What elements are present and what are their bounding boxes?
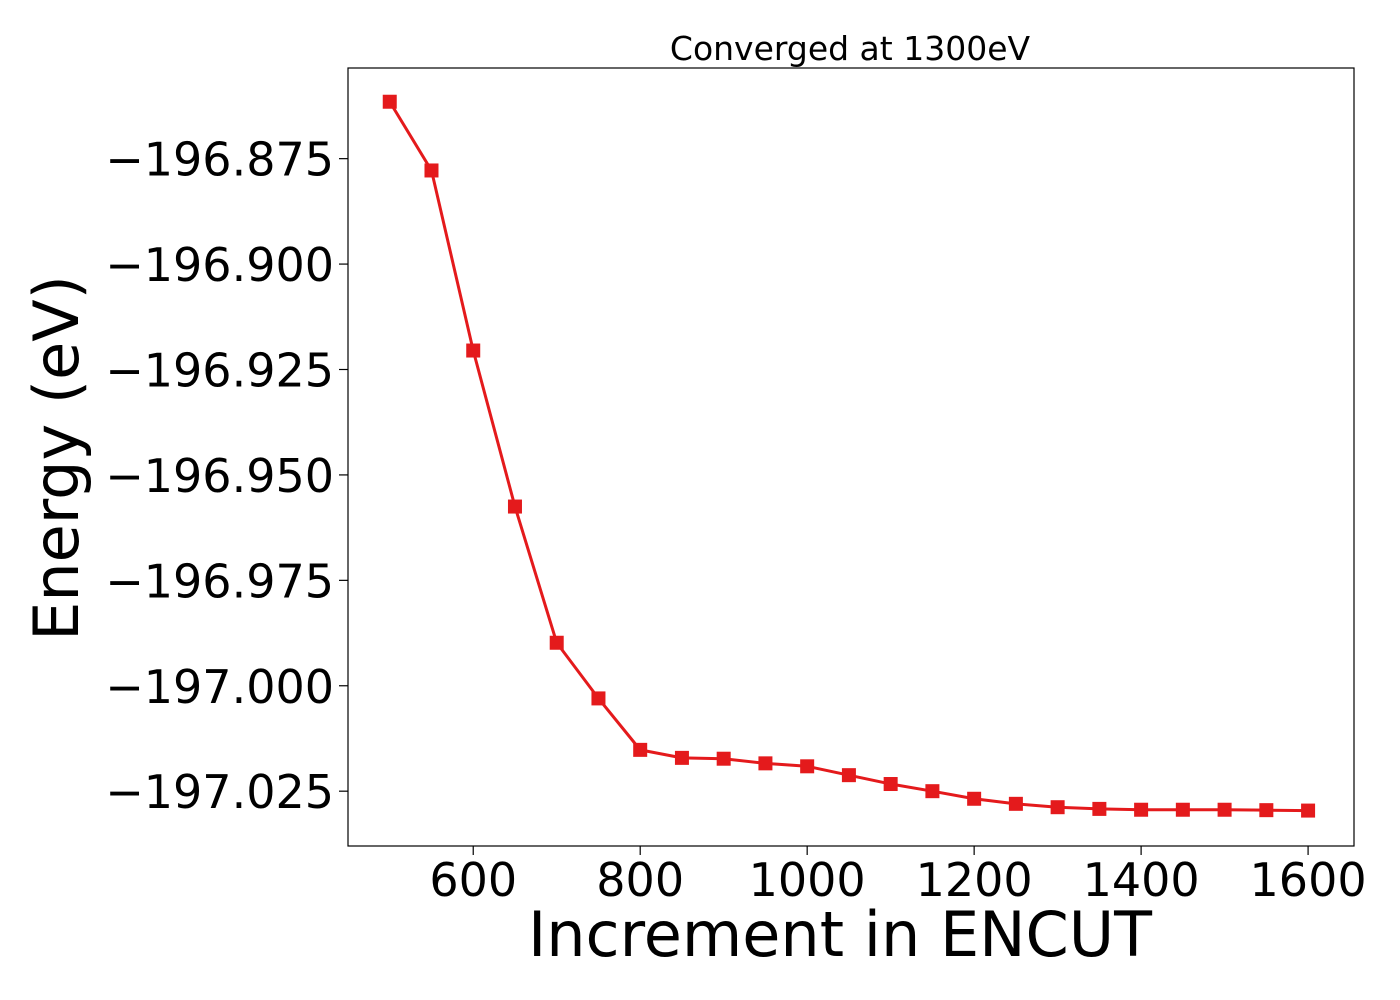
data-point-marker xyxy=(1301,803,1316,818)
y-tick-label: −196.925 xyxy=(105,344,334,398)
data-point-marker xyxy=(967,791,982,806)
x-axis-label: Increment in ENCUT xyxy=(528,898,1153,971)
x-tick-label: 800 xyxy=(596,853,684,907)
y-tick-label: −196.975 xyxy=(105,554,334,608)
x-tick-label: 1200 xyxy=(916,853,1033,907)
plot-area-group: 600 800 1000 1200 1400 1600 −196.875 −196.900 −1… xyxy=(105,67,1367,907)
data-point-marker xyxy=(591,691,606,706)
data-point-marker xyxy=(716,751,731,766)
data-point-marker xyxy=(633,742,648,757)
x-tick-label: 1000 xyxy=(749,853,866,907)
data-point-marker xyxy=(674,750,689,765)
data-point-marker xyxy=(424,163,439,178)
data-point-marker xyxy=(800,759,815,774)
data-point-marker xyxy=(883,777,898,792)
data-point-marker xyxy=(382,94,397,109)
x-tick-label: 1400 xyxy=(1083,853,1200,907)
chart-title: Converged at 1300eV xyxy=(670,29,1031,68)
data-point-marker xyxy=(1008,796,1023,811)
x-tick-label: 1600 xyxy=(1250,853,1367,907)
data-point-marker xyxy=(758,756,773,771)
data-point-marker xyxy=(841,768,856,783)
data-point-marker xyxy=(466,343,481,358)
data-point-marker xyxy=(1050,800,1065,815)
data-point-marker xyxy=(507,499,522,514)
y-tick-label: −196.875 xyxy=(105,133,334,187)
y-tick-label: −196.950 xyxy=(105,449,334,503)
data-point-marker xyxy=(549,635,564,650)
y-tick-label: −197.000 xyxy=(105,660,334,714)
series-line xyxy=(388,100,1309,813)
x-tick-label: 600 xyxy=(429,853,517,907)
data-point-marker xyxy=(1259,803,1274,818)
plot-frame xyxy=(347,67,1355,847)
data-point-marker xyxy=(925,784,940,799)
y-axis-label: Energy (eV) xyxy=(20,275,93,641)
data-point-marker xyxy=(1092,801,1107,816)
data-point-marker xyxy=(1134,802,1149,817)
y-tick-label: −197.025 xyxy=(105,765,334,819)
data-point-marker xyxy=(1175,802,1190,817)
y-tick-label: −196.900 xyxy=(105,238,334,292)
data-point-marker xyxy=(1217,802,1232,817)
